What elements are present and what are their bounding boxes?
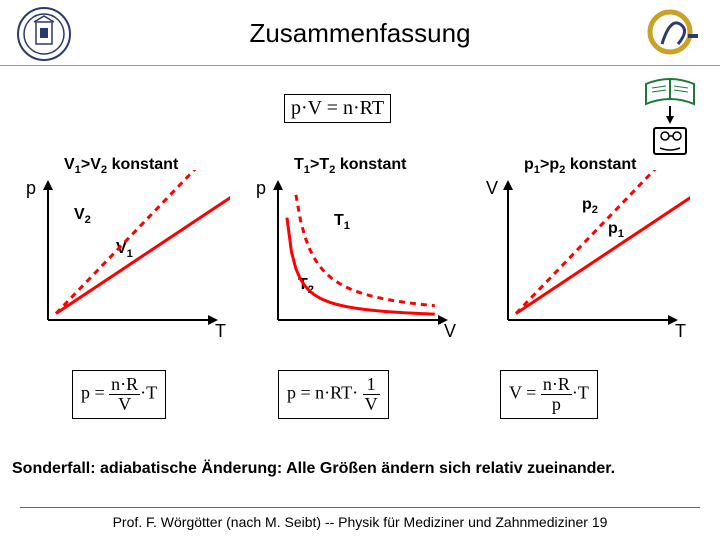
series-2-0 [516, 170, 660, 314]
eq1-num: n·R [109, 375, 140, 395]
header: Zusammenfassung [0, 0, 720, 66]
equation-1: p = n·R V ·T [72, 370, 166, 419]
series-1-0 [296, 195, 435, 306]
eq3-frac: n·R p [541, 375, 572, 414]
footer-credit: Prof. F. Wörgötter (nach M. Seibt) -- Ph… [0, 514, 720, 530]
footer-divider [20, 507, 700, 508]
series-0-1 [56, 197, 230, 314]
series-2-1 [516, 197, 690, 314]
eq1-frac: n·R V [109, 375, 140, 414]
eq1-lhs: p = [81, 383, 105, 403]
eq3-den: p [541, 395, 572, 414]
eq1-tail: ·T [140, 383, 157, 403]
charts-row: V1>V2 konstantpTV2V1T1>T2 konstantpVT1T2… [0, 160, 720, 350]
equation-3: V = n·R p ·T [500, 370, 598, 419]
chart-svg-1 [260, 170, 460, 340]
page-title: Zusammenfassung [0, 18, 720, 49]
eq2-den: V [363, 395, 380, 414]
chart-1: T1>T2 konstantpVT1T2 [260, 160, 460, 340]
eq2-frac: 1 V [363, 375, 380, 414]
book-reader-icon [640, 78, 700, 158]
eq3-lhs: V = [509, 383, 536, 403]
institute-logo-icon [644, 4, 700, 60]
equation-2: p = n·RT· 1 V [278, 370, 389, 419]
series-1-1 [287, 218, 435, 315]
eq3-tail: ·T [572, 383, 589, 403]
university-seal-logo-icon [16, 6, 72, 62]
eq3-num: n·R [541, 375, 572, 395]
eq1-den: V [109, 395, 140, 414]
chart-svg-2 [490, 170, 690, 340]
eq-main-text: p·V = n·RT [291, 97, 384, 119]
series-0-0 [56, 170, 200, 314]
chart-2: p1>p2 konstantVTp2p1 [490, 160, 690, 340]
eq2-num: 1 [363, 375, 380, 395]
main-equation: p·V = n·RT [284, 94, 391, 123]
eq2-lhs: p = n·RT· [287, 383, 358, 403]
equations-row: p = n·R V ·T p = n·RT· 1 V V = n·R p ·T [0, 370, 720, 440]
chart-0: V1>V2 konstantpTV2V1 [30, 160, 230, 340]
chart-svg-0 [30, 170, 230, 340]
footer-note: Sonderfall: adiabatische Änderung: Alle … [12, 460, 615, 478]
